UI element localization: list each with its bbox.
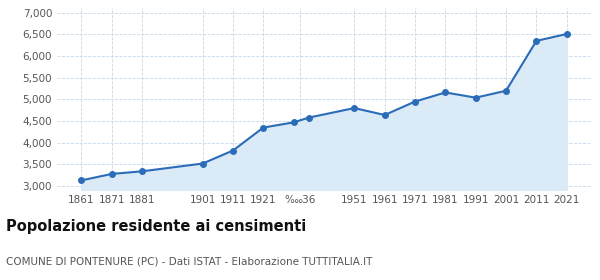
Text: Popolazione residente ai censimenti: Popolazione residente ai censimenti: [6, 219, 306, 234]
Text: COMUNE DI PONTENURE (PC) - Dati ISTAT - Elaborazione TUTTITALIA.IT: COMUNE DI PONTENURE (PC) - Dati ISTAT - …: [6, 256, 373, 267]
